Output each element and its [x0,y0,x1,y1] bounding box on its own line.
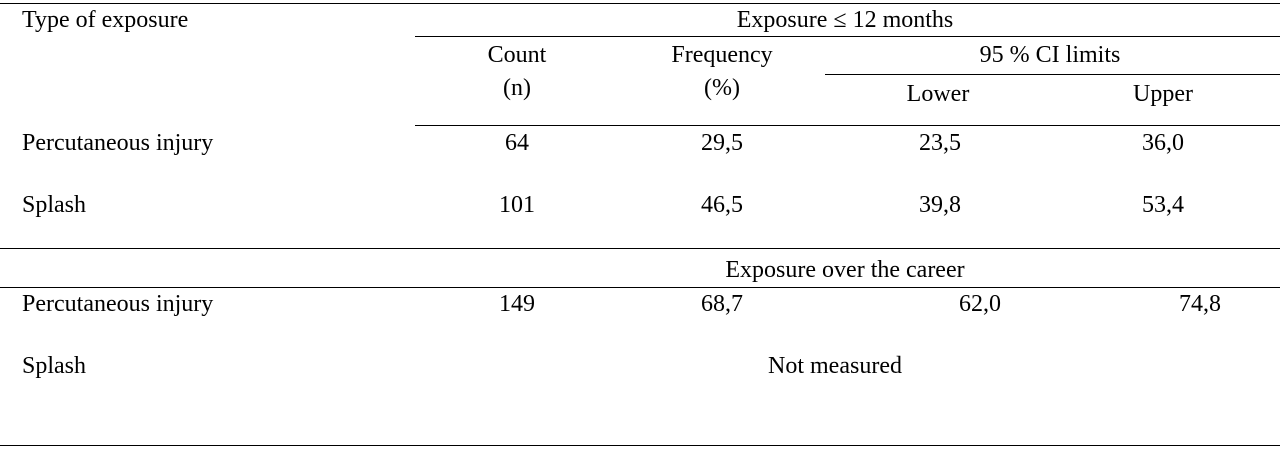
note: Not measured [768,353,902,379]
rule [0,445,1280,446]
rule [0,248,1280,249]
header-cell: Lower [906,81,970,107]
rule [0,287,1280,288]
section-header: Exposure over the career [725,257,965,283]
header-cell: Type of exposure [22,7,189,33]
cell: 23,5 [919,130,961,156]
cell: 149 [499,291,535,317]
rule [825,74,1280,75]
header-cell: Upper [1133,81,1193,107]
header-cell: 95 % CI limits [979,42,1121,68]
header-cell: (%) [704,75,740,101]
header-cell: Exposure ≤ 12 months [736,7,954,33]
header-cell: Count [487,42,547,68]
cell: 62,0 [959,291,1001,317]
cell: 39,8 [919,192,961,218]
row-label: Splash [22,353,87,379]
rule [415,36,1280,37]
cell: 53,4 [1142,192,1184,218]
header-cell: Frequency [671,42,773,68]
header-cell: (n) [503,75,531,101]
cell: 29,5 [701,130,743,156]
cell: 68,7 [701,291,743,317]
cell: 101 [499,192,535,218]
cell: 36,0 [1142,130,1184,156]
row-label: Splash [22,192,87,218]
cell: 46,5 [701,192,743,218]
cell: 64 [505,130,529,156]
row-label: Percutaneous injury [22,130,214,156]
rule [0,3,1280,4]
row-label: Percutaneous injury [22,291,214,317]
cell: 74,8 [1179,291,1221,317]
rule [415,125,1280,126]
